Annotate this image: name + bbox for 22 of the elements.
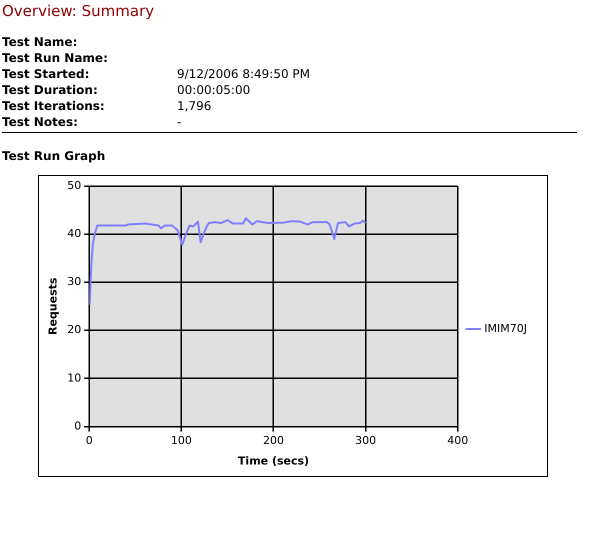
y-tick-label: 40: [67, 226, 82, 240]
y-tick-label: 10: [67, 371, 82, 384]
x-tick-label: 300: [355, 434, 376, 448]
text: Test Run Name:: [2, 50, 109, 66]
x-tick-label: 200: [262, 434, 284, 448]
y-tick-label: 30: [67, 275, 82, 288]
text: Test Name:: [2, 34, 78, 50]
text: Test Started: 9/12/2006 8:49:50 PM: [2, 67, 310, 81]
text: Test Duration: 00:00:05:00: [2, 83, 250, 97]
x-tick-label: 400: [447, 434, 468, 448]
y-tick-label: 50: [67, 178, 82, 192]
x-tick-label: 100: [170, 434, 192, 448]
text: Test Run Graph: [2, 149, 106, 163]
text: Test Notes: -: [2, 115, 182, 129]
chart-title: Overview: Summary: [2, 2, 156, 20]
text: Test Iterations: 1,796: [2, 99, 212, 113]
x-tick-label: 0: [86, 434, 93, 448]
legend-label: IMIM70J: [484, 322, 528, 335]
y-axis-title: Requests: [46, 277, 60, 336]
y-tick-label: 0: [74, 419, 82, 432]
y-tick-label: 20: [67, 323, 82, 336]
x-axis-title: Time (secs): [238, 454, 310, 468]
